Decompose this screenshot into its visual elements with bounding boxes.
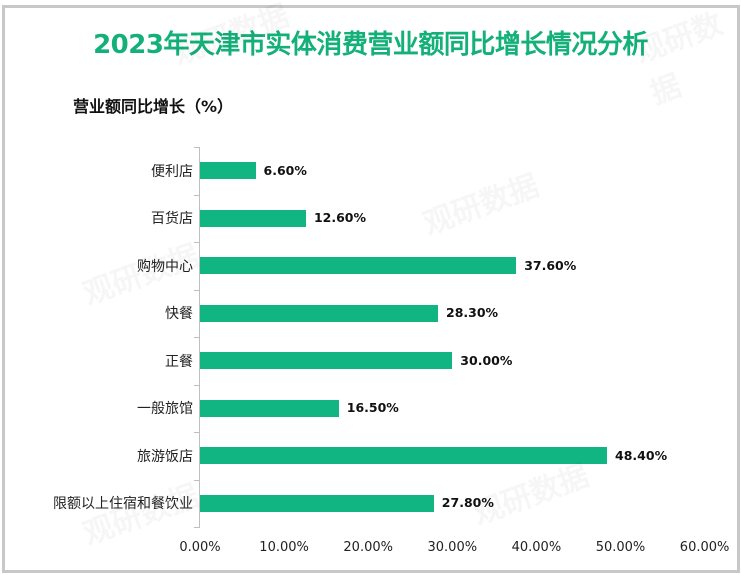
- bar: [200, 494, 434, 512]
- category-label: 正餐: [165, 353, 193, 370]
- axis-tick: [194, 384, 200, 386]
- bar: [200, 447, 608, 465]
- data-label: 30.00%: [460, 352, 513, 368]
- category-label: 便利店: [151, 163, 193, 180]
- axis-tick: [194, 479, 200, 481]
- data-label: 48.40%: [615, 447, 668, 463]
- data-label: 12.60%: [313, 210, 367, 226]
- axis-tick: [194, 337, 200, 338]
- x-tick-label: 20.00%: [343, 540, 393, 555]
- data-label: 27.80%: [441, 495, 494, 511]
- category-label: 一般旅馆: [137, 401, 193, 418]
- bar: [200, 209, 306, 227]
- category-label: 旅游饭店: [137, 448, 193, 465]
- x-tick-label: 30.00%: [427, 540, 478, 555]
- y-axis-title: 营业额同比增长（%）: [73, 97, 234, 116]
- bar: [200, 399, 339, 417]
- category-label: 百货店: [151, 211, 193, 228]
- axis-tick: [194, 147, 200, 148]
- data-label: 6.60%: [263, 162, 307, 178]
- bar: [200, 162, 256, 180]
- bar: [200, 304, 438, 322]
- data-label: 16.50%: [346, 400, 399, 416]
- data-label: 28.30%: [446, 305, 499, 321]
- chart-title: 2023年天津市实体消费营业额同比增长情况分析: [93, 30, 648, 60]
- category-label: 快餐: [165, 306, 193, 323]
- x-tick-label: 60.00%: [679, 540, 730, 555]
- axis-tick: [194, 527, 200, 528]
- axis-tick: [194, 432, 200, 433]
- data-label: 37.60%: [524, 257, 577, 273]
- chart-frame: [2, 5, 740, 573]
- axis-tick: [194, 289, 200, 291]
- bar: [200, 257, 517, 275]
- x-tick-label: 10.00%: [259, 540, 309, 555]
- bar: [200, 352, 453, 370]
- x-tick-label: 50.00%: [595, 540, 646, 555]
- x-tick-label: 40.00%: [511, 540, 562, 555]
- axis-tick: [194, 242, 200, 243]
- axis-tick: [194, 194, 200, 196]
- category-label: 购物中心: [137, 258, 193, 275]
- category-label: 限额以上住宿和餐饮业: [53, 496, 193, 513]
- x-tick-label: 0.00%: [179, 540, 221, 555]
